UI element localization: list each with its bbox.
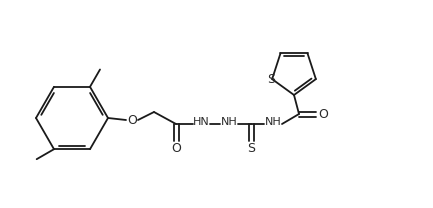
Text: O: O [127,114,137,126]
Text: NH: NH [265,117,281,127]
Text: HN: HN [193,117,210,127]
Text: O: O [318,108,328,120]
Text: S: S [267,73,275,86]
Text: O: O [171,141,181,155]
Text: S: S [247,141,255,155]
Text: NH: NH [221,117,237,127]
